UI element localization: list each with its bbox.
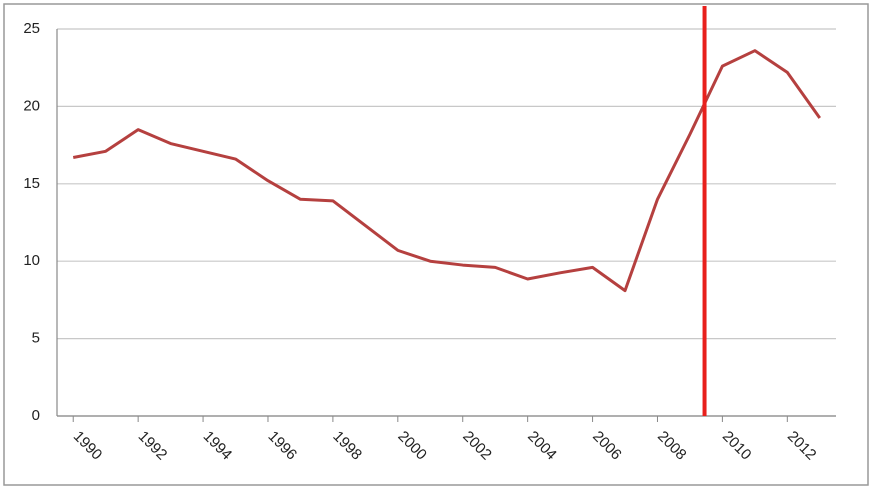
chart-frame: [3, 3, 869, 486]
y-tick-label: 25: [23, 20, 40, 37]
y-tick-label: 0: [32, 407, 40, 424]
y-tick-label: 15: [23, 175, 40, 192]
y-tick-label: 5: [32, 330, 40, 347]
y-tick-label: 10: [23, 252, 40, 269]
data-line: [72, 49, 821, 293]
y-tick-label: 20: [23, 97, 40, 114]
